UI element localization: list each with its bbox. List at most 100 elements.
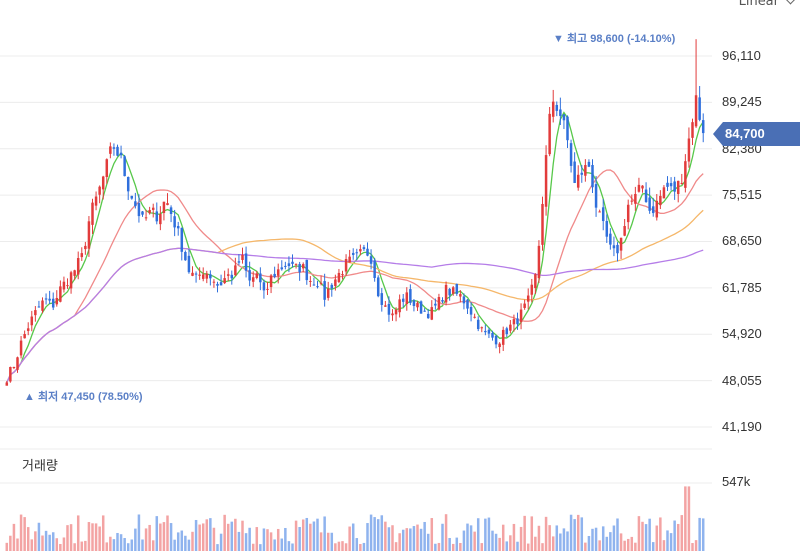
volume-bar (666, 530, 669, 551)
candle (55, 290, 59, 307)
candle (380, 288, 384, 312)
candle (194, 271, 198, 283)
candle (501, 326, 505, 351)
candle (591, 159, 594, 193)
candle (619, 237, 623, 259)
volume-bar (634, 542, 637, 551)
volume-bar (616, 518, 619, 551)
candle (141, 211, 144, 217)
candle (276, 263, 280, 284)
candle-body (494, 335, 498, 345)
volume-bar (519, 526, 523, 551)
candle-body (309, 280, 312, 282)
volume-bar (584, 542, 587, 551)
volume-bar (291, 543, 294, 551)
candle (262, 279, 266, 299)
candle (573, 152, 576, 184)
candle (169, 205, 173, 223)
candle-body (609, 233, 612, 245)
volume-bar (255, 527, 259, 551)
candle (516, 312, 519, 330)
candle-body (184, 251, 187, 261)
candle (409, 284, 412, 306)
candle (137, 194, 141, 223)
candle-body (519, 309, 523, 323)
candle (473, 313, 476, 319)
volume-bar (459, 543, 462, 551)
candle-body (94, 196, 98, 206)
volume-bar (516, 541, 519, 551)
candle (73, 269, 76, 281)
candle (66, 278, 69, 289)
candle (701, 113, 705, 143)
volume-bar (362, 542, 366, 551)
candle (323, 273, 326, 307)
volume-bar (416, 524, 419, 551)
candle-body (562, 114, 566, 121)
candle-body (419, 301, 423, 314)
volume-bar (619, 533, 623, 551)
candle (301, 262, 305, 273)
volume-bar (359, 544, 362, 551)
volume-bar (141, 539, 144, 551)
candle-body (169, 207, 173, 214)
volume-bar (259, 544, 262, 551)
candle-body (359, 249, 362, 252)
candle-body (337, 272, 341, 282)
candle (673, 176, 676, 200)
candle (373, 257, 376, 282)
candle (59, 280, 62, 303)
candle-body (76, 258, 80, 275)
candle (548, 106, 551, 157)
volume-bar (16, 538, 19, 551)
candle (369, 249, 373, 270)
candle-body (526, 295, 530, 302)
volume-bar (648, 518, 651, 551)
scale-selector[interactable]: Linear (738, 0, 796, 9)
candle (680, 173, 684, 185)
volume-bar (466, 523, 469, 551)
volume-bar (223, 514, 226, 551)
candle-body (409, 289, 412, 303)
candle (226, 268, 230, 282)
candle (305, 259, 309, 285)
candle-body (544, 155, 548, 207)
volume-bar (451, 543, 455, 551)
candle (416, 301, 419, 311)
y-tick-label: 96,110 (722, 48, 761, 63)
candle-body (498, 343, 501, 348)
candle-body (634, 193, 637, 204)
candle-body (612, 245, 616, 249)
candle (176, 221, 180, 236)
volume-bar (337, 541, 341, 551)
candle-body (551, 101, 555, 117)
volume-bar (387, 527, 391, 551)
volume-bar (73, 543, 76, 551)
candle-body (187, 255, 191, 273)
volume-bar (62, 537, 66, 551)
candle-body (112, 147, 116, 149)
candle (326, 281, 330, 301)
candle (12, 366, 16, 370)
volume-bar (162, 522, 166, 551)
candle-body (251, 277, 255, 282)
volume-bar (366, 523, 369, 551)
volume-bar (9, 535, 12, 551)
candle-body (676, 180, 680, 194)
candle-body (280, 267, 284, 270)
y-tick-label: 61,785 (722, 279, 762, 295)
candle-body (19, 340, 23, 356)
candle-body (201, 274, 205, 279)
candle-body (476, 319, 480, 330)
candle (273, 266, 276, 279)
candle (526, 288, 530, 310)
volume-bar (455, 537, 459, 551)
candle (126, 176, 130, 200)
volume-panel-title: 거래량 (22, 459, 58, 474)
volume-bar (316, 518, 319, 551)
candle (184, 250, 187, 261)
scale-selector-label: Linear (738, 0, 779, 9)
candle-body (462, 296, 466, 304)
candle (291, 254, 294, 268)
volume-bar (423, 521, 426, 551)
